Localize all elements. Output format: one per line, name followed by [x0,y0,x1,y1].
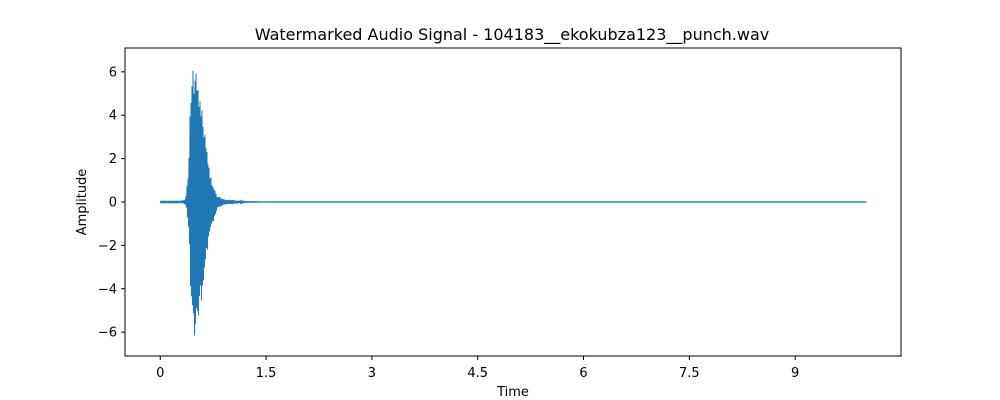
y-tick-label: 0 [109,196,117,211]
x-axis: 0 1.5 3 4.5 6 7.5 9 [156,356,799,381]
plot-area [124,47,902,357]
x-tick-label: 4.5 [467,366,488,381]
y-tick-label: 6 [109,65,117,80]
x-tick-label: 9 [791,366,799,381]
x-tick-label: 6 [579,366,587,381]
series-waveform [159,70,867,336]
y-axis-label: Amplitude [75,169,90,236]
x-tick-label: 1.5 [256,366,277,381]
y-tick-label: 2 [109,152,117,167]
chart-title: Watermarked Audio Signal - 104183__ekoku… [255,25,769,45]
y-tick-label: −2 [98,239,117,254]
x-axis-label: Time [496,385,529,400]
y-tick-label: −6 [98,326,117,341]
x-tick-label: 0 [156,366,164,381]
x-tick-label: 7.5 [679,366,700,381]
y-tick-label: −4 [98,282,117,297]
y-tick-label: 4 [109,109,117,124]
x-tick-label: 3 [368,366,376,381]
y-axis: −6 −4 −2 0 2 4 6 [98,65,125,341]
